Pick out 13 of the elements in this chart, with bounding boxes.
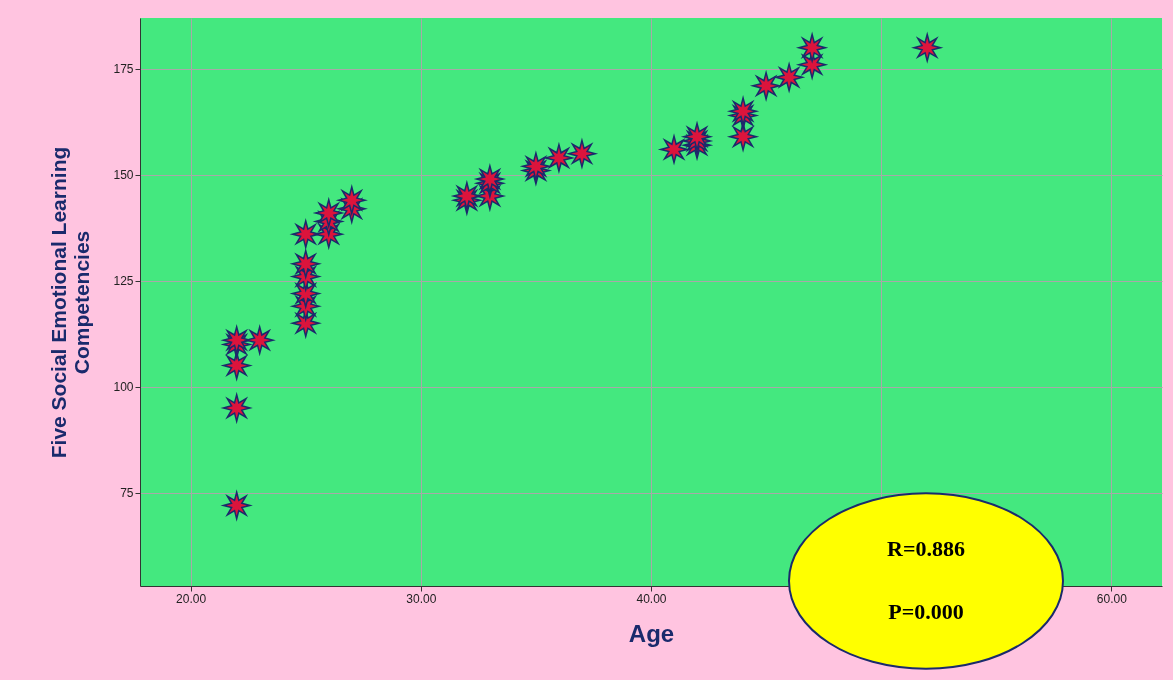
y-tick-label: 150 (113, 168, 134, 183)
annotation: R=0.886 (887, 536, 965, 561)
text: P=0.000 (888, 599, 964, 624)
x-tick-label: 30.00 (406, 591, 437, 606)
y-tick-label: 125 (113, 274, 134, 289)
y-tick-label: 75 (120, 486, 134, 501)
y-tick-label: 100 (113, 380, 134, 395)
x-axis-title: Age (628, 619, 675, 647)
y-tick-label: 175 (113, 62, 134, 77)
x-tick-label: 40.00 (636, 591, 667, 606)
x-tick-label: 60.00 (1096, 591, 1128, 606)
x-tick-label: 20.00 (176, 591, 207, 606)
y-axis-title: Five Social Emotional Learning Competencies (47, 146, 94, 459)
